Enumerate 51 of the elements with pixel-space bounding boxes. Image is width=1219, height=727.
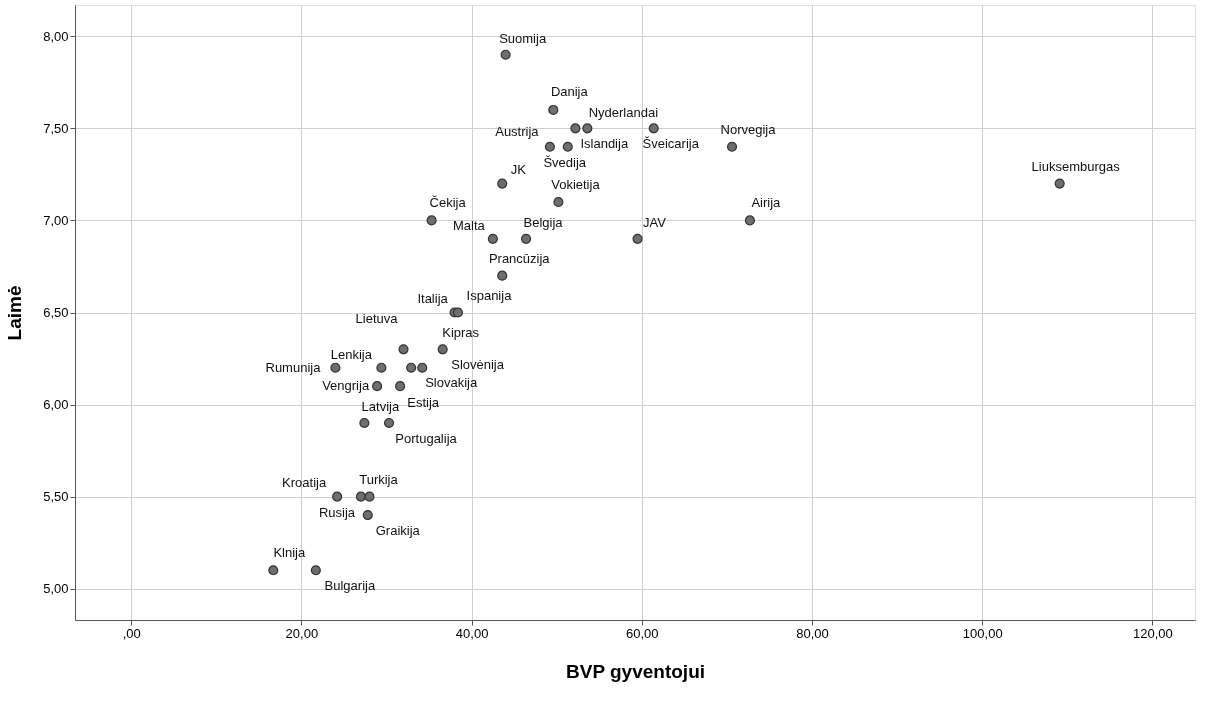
y-tick-label: 8,00	[43, 28, 69, 44]
x-tick-label: ,00	[122, 625, 141, 641]
annotation: Graikija	[375, 523, 421, 539]
y-tick-label: 7,50	[43, 120, 69, 136]
annotation: Airija	[751, 195, 782, 211]
annotation: Vokietija	[551, 177, 601, 193]
annotation: Čekija	[429, 195, 467, 211]
y-tick-label: 5,00	[43, 581, 69, 597]
annotation: Lietuva	[355, 311, 399, 327]
annotation: Austrija	[495, 123, 540, 139]
y-tick-label: 6,00	[43, 397, 69, 413]
y-axis-title: Laimė	[4, 285, 26, 341]
annotation: Rumunija	[265, 359, 322, 375]
y-tick-label: 5,50	[43, 489, 69, 505]
annotation: Bulgarija	[324, 578, 376, 594]
annotation: Slovėnija	[451, 356, 505, 372]
x-tick-label: 20,00	[285, 625, 319, 641]
annotation: Kroatija	[282, 474, 327, 490]
annotation: Nyderlandai	[588, 105, 659, 121]
annotation: Prancūzija	[488, 250, 551, 266]
annotation: Belgija	[523, 214, 564, 230]
annotation: Ispanija	[466, 287, 513, 303]
annotation: Vengrija	[322, 378, 370, 394]
annotation: Suomija	[499, 30, 547, 46]
x-tick-label: 120,00	[1133, 625, 1173, 641]
x-tick-label: 60,00	[626, 625, 659, 641]
annotation: Turkija	[359, 471, 399, 487]
annotation: Švedija	[543, 154, 587, 170]
annotation: Latvija	[361, 398, 400, 414]
annotation: Norvegija	[720, 121, 777, 137]
annotation: Rusija	[318, 504, 356, 520]
annotation: Danija	[550, 83, 589, 99]
annotation: Portugalija	[395, 430, 458, 446]
annotation: Šveicarija	[642, 136, 700, 152]
annotation: Islandija	[580, 136, 629, 152]
annotation: Liuksemburgas	[1031, 158, 1121, 174]
annotation: Klnija	[273, 545, 306, 561]
y-tick-label: 7,00	[43, 212, 69, 228]
annotation: Kipras	[442, 325, 480, 341]
annotation: Estija	[407, 395, 440, 411]
x-tick-label: 40,00	[455, 625, 489, 641]
annotation: JK	[510, 161, 527, 177]
x-axis-title: BVP gyventojui	[565, 660, 706, 682]
x-tick-label: 80,00	[796, 625, 829, 641]
annotation: Lenkija	[330, 346, 373, 362]
y-tick-label: 6,50	[43, 305, 69, 320]
annotation: JAV	[643, 214, 667, 230]
annotation: Malta	[452, 217, 486, 233]
x-tick-label: 100,00	[962, 625, 1003, 641]
annotation: Italija	[417, 290, 449, 306]
annotation: Slovakija	[425, 374, 478, 390]
